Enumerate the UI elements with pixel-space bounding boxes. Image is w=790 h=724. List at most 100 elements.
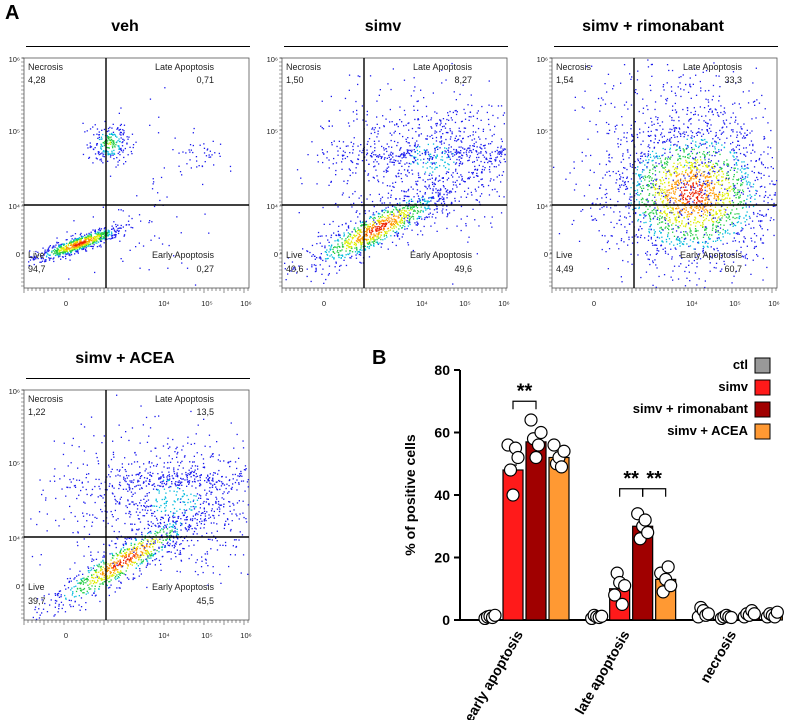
x-tick-label: 10⁶	[498, 299, 509, 308]
quadrant-value-necrosis: 4,28	[28, 75, 46, 85]
y-tick-label: 10⁴	[266, 202, 278, 211]
y-tick-label: 0	[274, 250, 278, 259]
data-point	[661, 560, 675, 574]
flow-plot-area: Necrosis 1,50 Late Apoptosis 8,27 Live 40,6 Ea…	[266, 55, 509, 308]
significance-label: **	[517, 380, 533, 402]
flow-plot-simv: simv Necrosis 1,50 Late Apoptosis 8,27 Live 4…	[258, 18, 509, 318]
x-tick-label: 10⁶	[240, 299, 251, 308]
legend-label: simv + rimonabant	[633, 401, 749, 416]
legend-swatch	[754, 357, 771, 374]
y-axis-minor-ticks	[21, 57, 24, 287]
y-tick-label: 10⁶	[537, 55, 548, 64]
data-point	[747, 607, 761, 621]
significance-label: **	[646, 468, 662, 490]
data-point	[641, 525, 655, 540]
x-tick-label: 0	[64, 631, 68, 640]
quadrant-label-necrosis: Necrosis	[286, 62, 322, 72]
bar	[525, 441, 547, 621]
data-point	[724, 610, 738, 625]
quadrant-label-necrosis: Necrosis	[556, 62, 592, 72]
y-tick-label: 40	[434, 487, 450, 503]
data-point	[615, 597, 629, 611]
flow-plot-title: simv	[364, 18, 402, 35]
title-underline	[26, 378, 250, 379]
y-tick-label: 10⁵	[267, 127, 278, 136]
quadrant-value-live: 94,7	[28, 264, 46, 274]
y-tick-label: 10⁴	[8, 202, 20, 211]
quadrant-label-late-apoptosis: Late Apoptosis	[683, 62, 743, 72]
legend-label: ctl	[733, 357, 748, 372]
y-tick-label: 10⁴	[536, 202, 548, 211]
data-point	[608, 588, 622, 602]
x-tick-label: late apoptosis	[572, 627, 633, 717]
y-tick-label: 0	[544, 250, 548, 259]
data-point	[511, 450, 525, 465]
quadrant-value-live: 4,49	[556, 264, 574, 274]
x-tick-label: 10⁶	[768, 299, 779, 308]
data-point	[488, 608, 502, 622]
data-point	[770, 605, 784, 619]
y-axis-minor-ticks	[279, 57, 282, 287]
x-axis-minor-ticks	[23, 620, 249, 625]
title-underline	[26, 46, 250, 47]
plot-frame	[551, 57, 778, 289]
quadrant-label-early-apoptosis: Early Apoptosis	[410, 250, 473, 260]
quadrant-label-early-apoptosis: Early Apoptosis	[680, 250, 743, 260]
y-tick-label: 20	[434, 550, 450, 566]
quadrant-value-early-apoptosis: 45,5	[196, 596, 214, 606]
quadrant-label-live: Live	[286, 250, 303, 260]
quadrant-value-live: 40,6	[286, 264, 304, 274]
data-point	[618, 579, 632, 593]
quadrant-label-early-apoptosis: Early Apoptosis	[152, 582, 215, 592]
x-tick-label: 10⁴	[158, 631, 170, 640]
y-tick-label: 0	[442, 612, 450, 628]
panel-label-a: A	[5, 2, 20, 24]
legend-label: simv + ACEA	[667, 423, 748, 438]
y-axis-minor-ticks	[21, 389, 24, 619]
y-tick-label: 10⁶	[9, 55, 20, 64]
significance-bracket	[642, 488, 667, 497]
data-point	[529, 450, 543, 465]
flow-plot-title: simv + ACEA	[75, 350, 175, 367]
y-axis-minor-ticks	[549, 57, 552, 287]
x-tick-label: 10⁵	[201, 631, 212, 640]
flow-plot-simv-acea: simv + ACEA Necrosis 1,22 Late Apoptosis 13…	[0, 350, 251, 650]
quadrant-value-early-apoptosis: 60,7	[724, 264, 742, 274]
significance-label: **	[623, 468, 639, 490]
y-tick-label: 10⁶	[9, 387, 20, 396]
quadrant-value-late-apoptosis: 0,71	[196, 75, 214, 85]
flow-plot-title: veh	[111, 18, 139, 35]
x-tick-label: 0	[322, 299, 326, 308]
plot-body: Necrosis 1,22 Late Apoptosis 13,5 Live 39,7 Ea…	[8, 387, 251, 640]
y-tick-label: 0	[16, 250, 20, 259]
quadrant-label-live: Live	[28, 250, 45, 260]
x-axis-minor-ticks	[551, 288, 777, 293]
data-point	[701, 607, 715, 621]
title-underline	[284, 46, 508, 47]
flow-plot-area: Necrosis 1,22 Late Apoptosis 13,5 Live 39,7 Ea…	[8, 387, 251, 640]
flow-plot-area: Necrosis 1,54 Late Apoptosis 33,3 Live 4,49 Ea…	[536, 55, 779, 308]
x-tick-label: 10⁴	[158, 299, 170, 308]
quadrant-label-live: Live	[28, 582, 45, 592]
y-tick-label: 60	[434, 425, 450, 441]
quadrant-value-necrosis: 1,54	[556, 75, 574, 85]
flow-plot-area: Necrosis 4,28 Late Apoptosis 0,71 Live 94,7 Ea…	[8, 55, 251, 308]
quadrant-label-late-apoptosis: Late Apoptosis	[155, 62, 215, 72]
x-tick-label: early apoptosis	[461, 627, 526, 720]
quadrant-value-late-apoptosis: 13,5	[196, 407, 214, 417]
x-tick-label: 10⁴	[416, 299, 428, 308]
quadrant-label-late-apoptosis: Late Apoptosis	[413, 62, 473, 72]
plot-body: Necrosis 4,28 Late Apoptosis 0,71 Live 94,7 Ea…	[8, 55, 251, 308]
x-tick-label: 10⁵	[201, 299, 212, 308]
plot-frame	[23, 389, 250, 621]
x-axis-minor-ticks	[281, 288, 507, 293]
x-tick-label: 10⁶	[240, 631, 251, 640]
data-point	[547, 438, 561, 452]
data-point	[595, 609, 609, 623]
y-tick-label: 80	[434, 362, 450, 378]
x-axis-minor-ticks	[23, 288, 249, 293]
x-tick-label: 10⁵	[729, 299, 740, 308]
quadrant-value-late-apoptosis: 8,27	[454, 75, 472, 85]
x-tick-label: 0	[592, 299, 596, 308]
quadrant-value-early-apoptosis: 49,6	[454, 264, 472, 274]
